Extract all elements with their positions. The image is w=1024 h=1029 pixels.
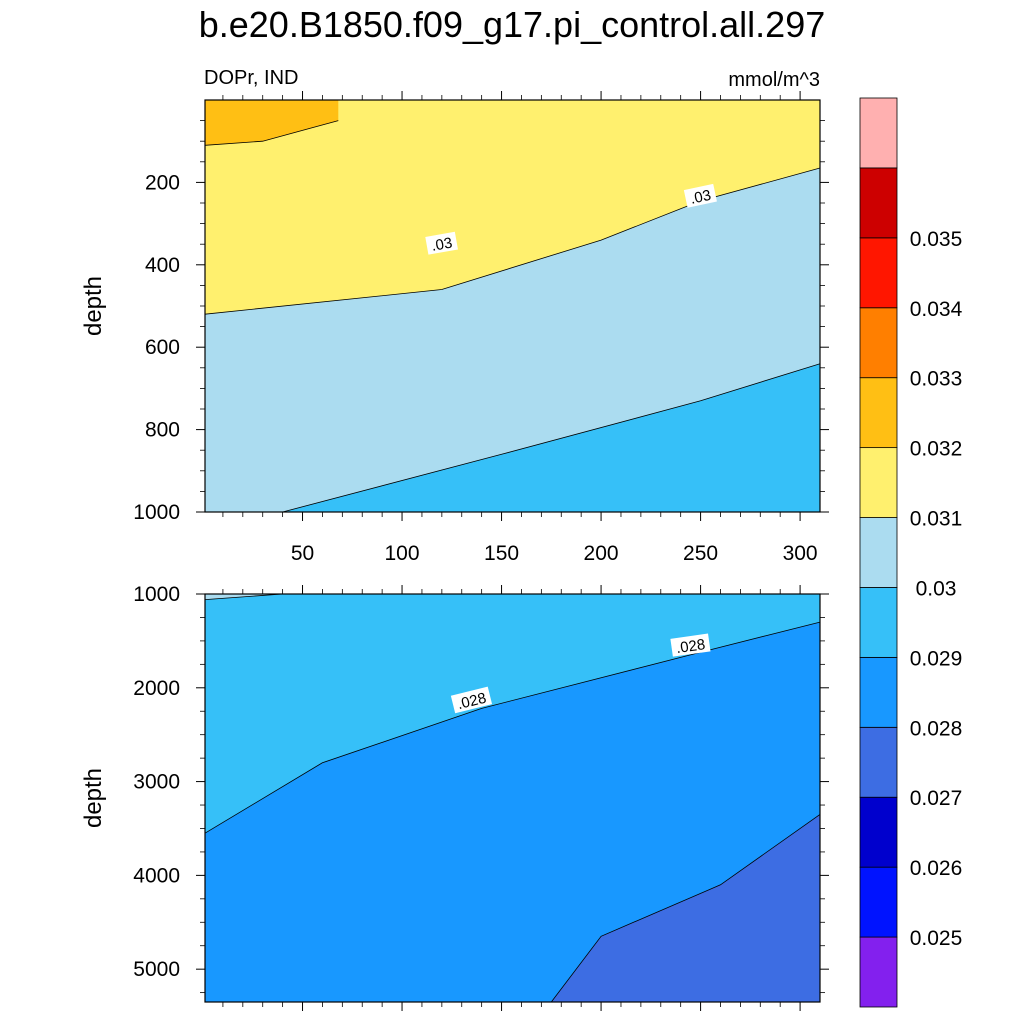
- y-tick-label: 2000: [133, 677, 180, 700]
- contour-region-026-027: [551, 814, 820, 1002]
- colorbar-label: 0.029: [910, 647, 963, 670]
- left-subtitle: DOPr, IND: [204, 67, 298, 89]
- contour-line: [550, 814, 821, 1003]
- colorbar-label: 0.033: [910, 368, 963, 391]
- colorbar-label: 0.026: [910, 857, 963, 880]
- colorbar-box: [859, 936, 898, 1008]
- colorbar-box: [859, 97, 898, 169]
- contour-label-bg: [683, 183, 717, 208]
- contour-region-030-031: [205, 100, 820, 315]
- colorbar-label: 0.028: [910, 717, 963, 740]
- contour-label-text: .028: [675, 636, 706, 657]
- chart-title: b.e20.B1850.f09_g17.pi_control.all.297: [199, 4, 826, 45]
- y-tick-label: 4000: [133, 864, 180, 887]
- y-axis-label: depth: [80, 276, 107, 336]
- lower-panel: .028 .028 1000 2000 3000 4000 5000 depth: [80, 583, 829, 1011]
- colorbar-box: [859, 307, 898, 379]
- contour-line: [204, 593, 283, 600]
- colorbar-box: [859, 587, 898, 658]
- y-tick-label: 1000: [133, 501, 180, 524]
- colorbar-label: 0.03: [916, 577, 957, 600]
- colorbar-label: 0.034: [910, 298, 963, 321]
- contour-label: .028: [670, 633, 711, 657]
- contour-line: [204, 120, 339, 146]
- contour-label-bg: [425, 231, 458, 255]
- x-tick-label: 150: [484, 542, 519, 565]
- plot-frame: [204, 593, 821, 1003]
- contour-label-text: .028: [456, 690, 488, 714]
- colorbar-box: [859, 167, 898, 239]
- contour-label-bg: [670, 633, 711, 657]
- x-tick-label: 200: [584, 542, 619, 565]
- contour-line: [204, 167, 821, 315]
- colorbar-box: [859, 866, 898, 938]
- x-tick-label: 100: [385, 542, 420, 565]
- contour-label-text: .03: [689, 187, 713, 208]
- right-subtitle: mmol/m^3: [728, 69, 820, 91]
- colorbar-box: [859, 517, 898, 588]
- y-tick-label: 800: [145, 419, 180, 442]
- y-axis-label: depth: [80, 768, 107, 828]
- y-tick-label: 400: [145, 254, 180, 277]
- contour-label-bg: [450, 686, 493, 714]
- x-tick-label: 300: [783, 542, 818, 565]
- colorbar-box: [859, 656, 898, 728]
- upper-panel: .03 .03 200 400 600 800 1000 50 100 150 200 250 300 d…: [80, 91, 829, 565]
- y-tick-label: 200: [145, 171, 180, 194]
- contour-label: .03: [425, 231, 458, 255]
- y-tick-label: 5000: [133, 958, 180, 981]
- colorbar-box: [859, 237, 898, 309]
- y-tick-label: 1000: [133, 583, 180, 606]
- x-tick-label: 50: [291, 542, 314, 565]
- contour-region-027-028: [205, 622, 820, 1002]
- colorbar-box: [859, 447, 898, 518]
- colorbar: 0.025 0.026 0.027 0.028 0.029 0.03 0.031 0.032 0…: [859, 97, 963, 1008]
- colorbar-label: 0.031: [910, 508, 963, 531]
- x-tick-label: 250: [683, 542, 718, 565]
- contour-region-031-032: [205, 100, 339, 146]
- contour-label-text: .03: [430, 235, 453, 255]
- colorbar-box: [859, 796, 898, 868]
- colorbar-label: 0.032: [910, 438, 963, 461]
- contour-label: .03: [683, 183, 717, 208]
- colorbar-label: 0.025: [910, 927, 963, 950]
- colorbar-label: 0.027: [910, 787, 963, 810]
- y-tick-label: 600: [145, 336, 180, 359]
- y-tick-label: 3000: [133, 771, 180, 794]
- contour-line: [204, 621, 821, 834]
- contour-label: .028: [450, 686, 493, 714]
- colorbar-label: 0.035: [910, 228, 963, 251]
- contour-line: [282, 363, 821, 513]
- colorbar-box: [859, 726, 898, 798]
- colorbar-box: [859, 377, 898, 449]
